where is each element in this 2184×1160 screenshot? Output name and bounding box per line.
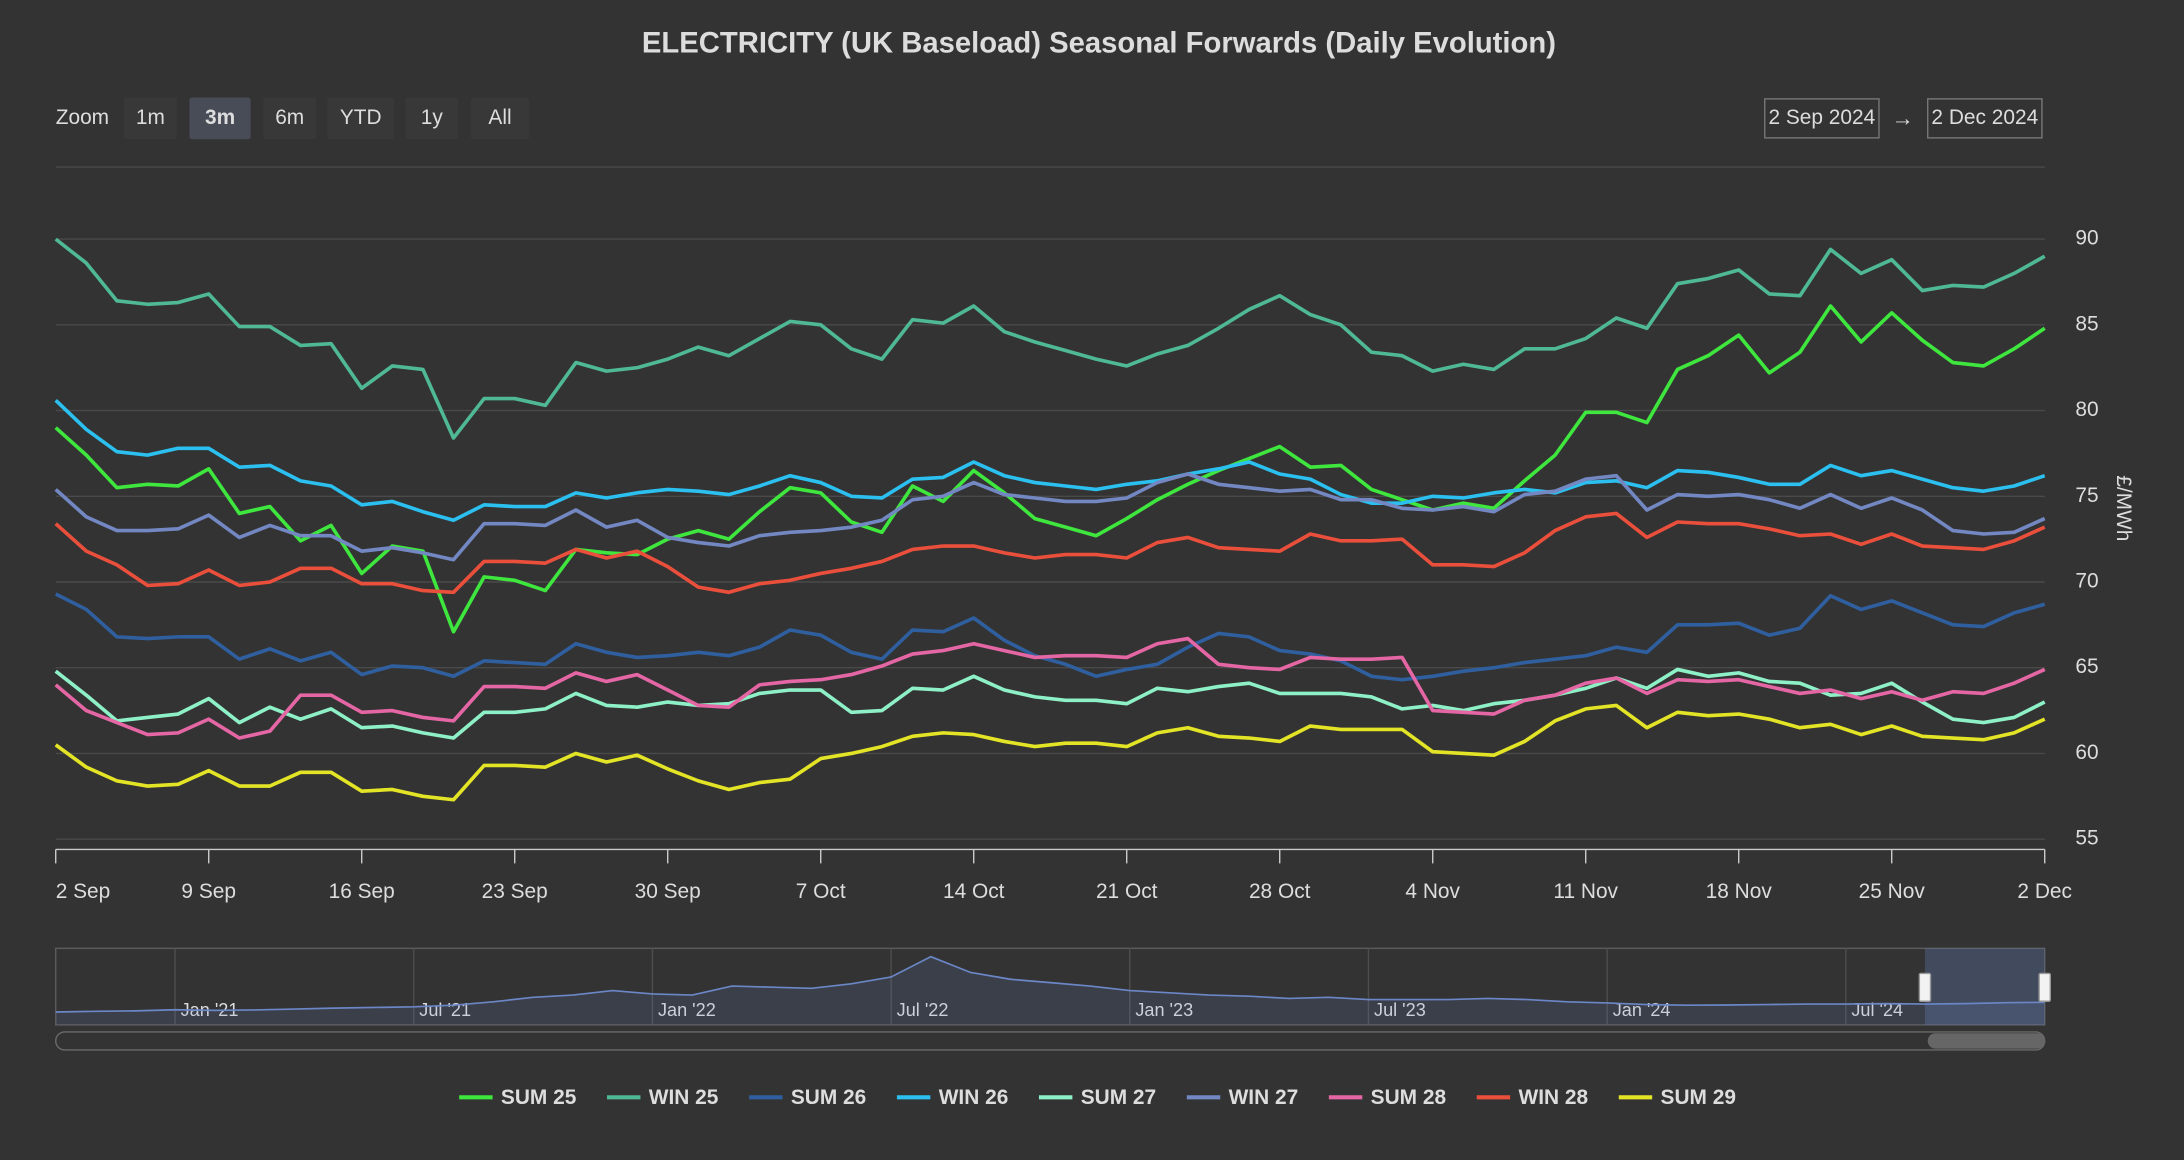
zoom-button[interactable]: 6m (275, 106, 304, 129)
zoom-label: Zoom (56, 106, 109, 129)
x-tick-label: 7 Oct (796, 880, 846, 903)
x-axis: 2 Sep 9 Sep 16 Sep 23 Sep 30 Sep 7 Oct 14 Oct 2… (55, 848, 2072, 903)
y-tick-label: 65 (2075, 655, 2098, 678)
legend-label[interactable]: SUM 25 (501, 1086, 577, 1109)
date-from-box[interactable] (1764, 98, 1880, 139)
legend: SUM 25 WIN 25 SUM 26 WIN 26 SUM 27 WIN 27 SUM … (459, 1086, 1736, 1109)
zoom-button-bg[interactable] (327, 97, 395, 140)
navigator-selection[interactable] (1924, 948, 2045, 1025)
x-tick-label: 23 Sep (482, 880, 548, 903)
y-tick-label: 70 (2075, 570, 2098, 593)
series-line (54, 592, 2046, 682)
zoom-button-bg[interactable] (405, 97, 459, 140)
date-to[interactable]: 2 Dec 2024 (1931, 106, 2038, 129)
date-to-box[interactable] (1927, 98, 2043, 139)
date-from[interactable]: 2 Sep 2024 (1768, 106, 1875, 129)
legend-label[interactable]: WIN 26 (939, 1086, 1009, 1109)
scrollbar-track[interactable] (55, 1031, 2046, 1051)
navigator-handle-left[interactable] (1918, 972, 1932, 1002)
legend-label[interactable]: SUM 26 (791, 1086, 866, 1109)
navigator-area (55, 956, 2045, 1025)
chart-title: ELECTRICITY (UK Baseload) Seasonal Forwa… (642, 27, 1556, 59)
x-tick-label: 11 Nov (1553, 880, 1618, 903)
legend-label[interactable]: WIN 25 (649, 1086, 719, 1109)
navigator-label: Jul '24 (1851, 1000, 1903, 1020)
y-axis-label: £/MWh (2112, 475, 2135, 541)
navigator-label: Jan '23 (1135, 1000, 1193, 1020)
x-tick-label: 25 Nov (1859, 880, 1926, 903)
zoom-buttons: 1m 3m 6m YTD 1y All (123, 97, 530, 140)
zoom-button[interactable]: 3m (205, 106, 235, 129)
zoom-button[interactable]: YTD (340, 106, 382, 129)
x-tick-label: 2 Dec (2017, 880, 2072, 903)
date-separator: → (1892, 106, 1914, 131)
zoom-button-bg[interactable] (123, 97, 177, 140)
series-line (54, 511, 2046, 595)
x-tick-label: 9 Sep (181, 880, 236, 903)
legend-label[interactable]: WIN 27 (1229, 1086, 1299, 1109)
navigator-label: Jul '22 (897, 1000, 949, 1020)
zoom-button[interactable]: 1m (136, 106, 165, 129)
x-tick-label: 28 Oct (1249, 880, 1311, 903)
legend-label[interactable]: SUM 29 (1661, 1086, 1736, 1109)
x-tick-label: 21 Oct (1096, 880, 1158, 903)
y-tick-label: 85 (2075, 312, 2098, 335)
zoom-button[interactable]: 1y (421, 106, 444, 129)
x-tick-label: 4 Nov (1405, 880, 1460, 903)
zoom-button-bg[interactable] (189, 97, 251, 140)
y-tick-label: 60 (2075, 741, 2098, 764)
series-line (54, 636, 2046, 740)
y-tick-label: 75 (2075, 484, 2098, 507)
navigator-label: Jan '22 (658, 1000, 716, 1020)
y-tick-label: 55 (2075, 827, 2098, 850)
y-tick-label: 90 (2075, 227, 2098, 250)
series-line (54, 398, 2046, 523)
series-line (54, 304, 2046, 634)
navigator: Jan '21 Jul '21 Jan '22 Jul '22 Jan '23 Jul '… (55, 947, 2046, 1026)
x-tick-label: 30 Sep (635, 880, 701, 903)
legend-label[interactable]: WIN 28 (1519, 1086, 1589, 1109)
x-tick-label: 2 Sep (56, 880, 111, 903)
y-tick-label: 80 (2075, 398, 2098, 421)
x-tick-label: 18 Nov (1706, 880, 1773, 903)
zoom-button[interactable]: All (488, 106, 511, 129)
navigator-label: Jul '23 (1374, 1000, 1426, 1020)
zoom-button-bg[interactable] (470, 97, 530, 140)
legend-label[interactable]: SUM 28 (1371, 1086, 1446, 1109)
series-line (54, 703, 2046, 802)
x-tick-label: 16 Sep (329, 880, 395, 903)
series-line (54, 237, 2046, 440)
scrollbar-thumb[interactable] (1927, 1033, 2045, 1049)
navigator-line (55, 955, 2045, 1013)
x-tick-label: 14 Oct (943, 880, 1005, 903)
series-line (54, 472, 2046, 562)
series-lines (54, 237, 2046, 802)
legend-label[interactable]: SUM 27 (1081, 1086, 1156, 1109)
zoom-button-bg[interactable] (263, 97, 317, 140)
series-line (54, 667, 2046, 740)
navigator-handle-right[interactable] (2038, 972, 2051, 1002)
